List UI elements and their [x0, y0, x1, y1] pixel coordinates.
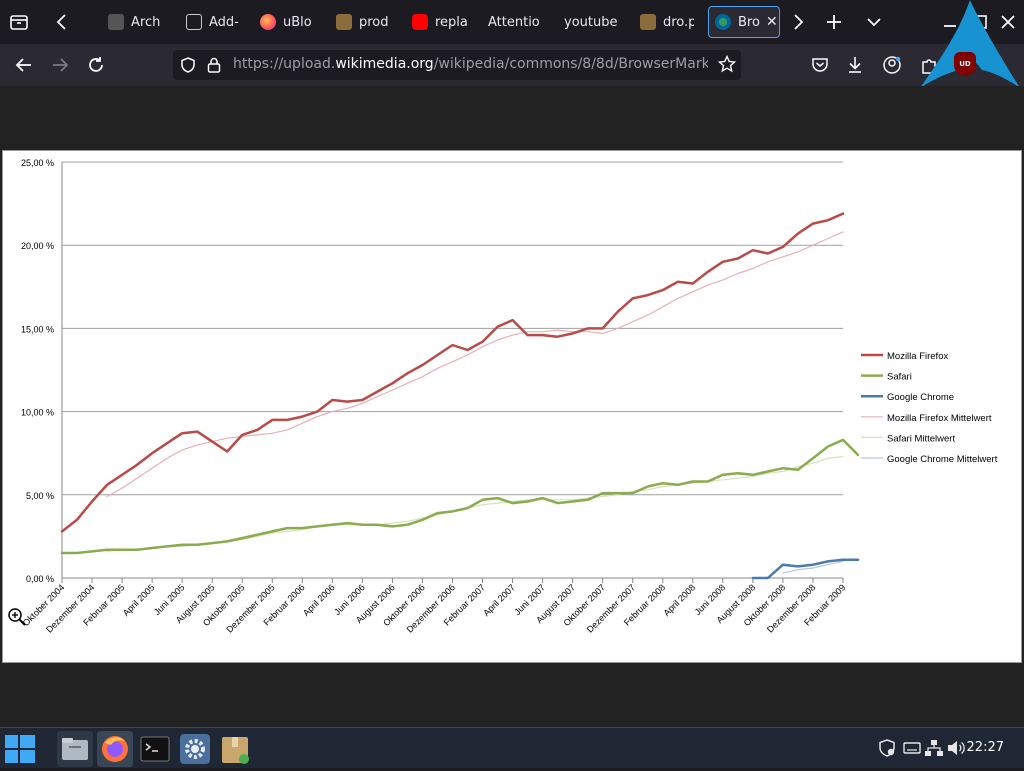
- legend-label: Google Chrome Mittelwert: [887, 454, 998, 465]
- tab-label: uBlo: [283, 14, 312, 30]
- y-tick-label: 10,00 %: [21, 408, 54, 418]
- tab-bar: Arch Add- uBlo prod repla Attentio youtu…: [0, 0, 1024, 44]
- back-arrow-icon[interactable]: [14, 56, 34, 78]
- terminal-icon[interactable]: [137, 731, 173, 767]
- bookmark-star-icon[interactable]: [717, 54, 737, 77]
- y-tick-label: 25,00 %: [21, 158, 54, 168]
- arch-linux-logo-icon: [916, 0, 1024, 90]
- tab-youtube[interactable]: youtube: [564, 6, 618, 38]
- url-path: /wikipedia/commons/8/8d/BrowserMarketSha: [433, 56, 708, 72]
- downloads-icon[interactable]: [846, 55, 864, 79]
- series-line: [782, 560, 844, 574]
- new-tab-icon[interactable]: [824, 12, 844, 32]
- x-tick-label: April 2005: [121, 582, 157, 618]
- series-line: [60, 438, 860, 555]
- account-icon[interactable]: [882, 55, 902, 79]
- taskbar: 22:27: [0, 727, 1024, 768]
- image-viewer-page: 0,00 % 5,00 % 10,00 % 15,00 % 20,00 % 25,00 %…: [2, 150, 1022, 663]
- series-line: [60, 212, 845, 533]
- url-text: https://upload.wikimedia.org/wikipedia/c…: [233, 56, 708, 72]
- volume-speaker-icon[interactable]: [946, 739, 966, 757]
- legend-label: Safari: [887, 372, 912, 383]
- tab-drop[interactable]: dro.p: [640, 6, 694, 38]
- network-tray-icon[interactable]: [924, 739, 944, 757]
- settings-gear-icon[interactable]: [177, 731, 213, 767]
- tab-ublock[interactable]: uBlo: [260, 6, 324, 38]
- y-tick-label: 20,00 %: [21, 241, 54, 251]
- start-menu-windows-icon[interactable]: [2, 731, 38, 767]
- legend-label: Mozilla Firefox Mittelwert: [887, 413, 992, 424]
- browser-market-share-chart: 0,00 % 5,00 % 10,00 % 15,00 % 20,00 % 25,00 %…: [21, 158, 998, 635]
- reload-icon[interactable]: [86, 55, 106, 79]
- tab-prod[interactable]: prod: [336, 6, 390, 38]
- taskbar-clock: 22:27: [966, 740, 1004, 755]
- series-line: [106, 231, 844, 498]
- list-tabs-chevron-down-icon[interactable]: [864, 12, 884, 32]
- x-tick-label: April 2008: [661, 582, 697, 618]
- x-tick-label: April 2007: [481, 582, 517, 618]
- close-tab-icon[interactable]: ✕: [765, 14, 778, 30]
- tab-label: Bro: [738, 14, 760, 30]
- tab-scroll-left-icon[interactable]: [52, 11, 72, 33]
- series-line: [751, 558, 860, 580]
- y-tick-label: 15,00 %: [21, 324, 54, 334]
- page-icon: [640, 14, 656, 30]
- youtube-icon: [412, 14, 428, 30]
- navigation-bar: https://upload.wikimedia.org/wikipedia/c…: [0, 0, 1024, 88]
- close-window-icon[interactable]: [998, 12, 1018, 32]
- tab-label: Add-: [209, 14, 239, 30]
- tab-browser-market-share[interactable]: Bro ✕: [708, 6, 780, 38]
- tab-label: Arch: [131, 14, 161, 30]
- ublock-badge-text: UD: [959, 60, 971, 68]
- file-manager-icon[interactable]: [57, 731, 93, 767]
- legend-label: Google Chrome: [887, 392, 954, 403]
- package-manager-icon[interactable]: [217, 731, 253, 767]
- y-tick-label: 0,00 %: [26, 574, 54, 584]
- legend-label: Mozilla Firefox: [887, 351, 948, 362]
- puzzle-icon: [186, 14, 202, 30]
- x-tick-label: April 2006: [301, 582, 337, 618]
- legend-label: Safari Mittelwert: [887, 433, 955, 444]
- keyboard-tray-icon[interactable]: [902, 740, 922, 756]
- zoom-in-magnifier-icon[interactable]: [7, 607, 27, 627]
- url-domain: wikimedia.org: [335, 56, 434, 72]
- y-tick-label: 5,00 %: [26, 491, 54, 501]
- url-prefix: https://upload.: [233, 56, 336, 72]
- tracking-protection-shield-icon[interactable]: [179, 56, 197, 78]
- tab-label: repla: [435, 14, 468, 30]
- page-icon: [336, 14, 352, 30]
- tab-overview-icon[interactable]: [8, 11, 30, 33]
- ublock-origin-icon[interactable]: UD: [954, 52, 976, 76]
- tab-addons[interactable]: Add-: [186, 6, 240, 38]
- tab-label: Attentio: [488, 14, 540, 30]
- minimize-window-icon[interactable]: [940, 12, 960, 32]
- firefox-icon: [260, 14, 276, 30]
- firefox-taskbar-icon[interactable]: [97, 731, 133, 767]
- archive-icon: [108, 14, 124, 30]
- tab-attention[interactable]: Attentio: [488, 6, 546, 38]
- tab-label: dro.p: [663, 14, 694, 30]
- forward-arrow-icon[interactable]: [50, 56, 70, 78]
- tab-scroll-right-icon[interactable]: [790, 11, 806, 33]
- url-bar[interactable]: https://upload.wikimedia.org/wikipedia/c…: [173, 50, 741, 80]
- tab-label: youtube: [564, 14, 618, 30]
- pocket-icon[interactable]: [811, 56, 829, 78]
- tab-label: prod: [359, 14, 389, 30]
- tab-youtube-replay[interactable]: repla: [412, 6, 470, 38]
- security-shield-tray-icon[interactable]: [878, 739, 896, 757]
- tab-archive[interactable]: Arch: [108, 6, 162, 38]
- lock-icon[interactable]: [206, 56, 222, 78]
- wikimedia-icon: [715, 14, 731, 30]
